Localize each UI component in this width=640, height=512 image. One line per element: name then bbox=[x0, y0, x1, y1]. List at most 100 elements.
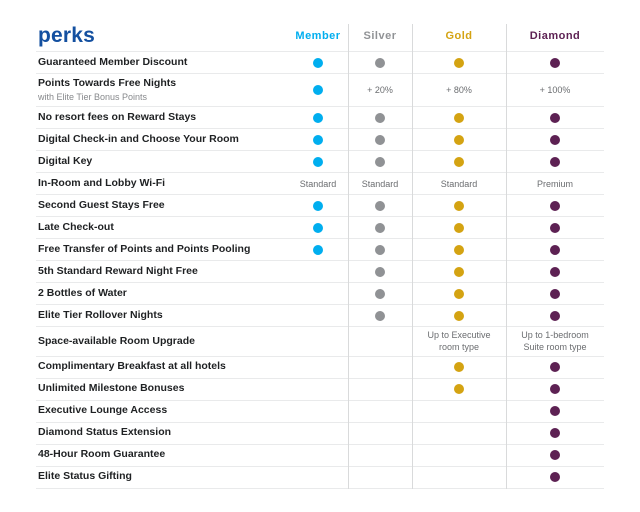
diamond-benefit-dot bbox=[550, 384, 560, 395]
member-benefit-dot bbox=[313, 112, 323, 123]
diamond-cell bbox=[506, 195, 604, 216]
silver-benefit-dot bbox=[375, 57, 385, 68]
perk-label-cell: Guaranteed Member Discount bbox=[36, 52, 288, 73]
gold-benefit-dot bbox=[454, 384, 464, 395]
perk-label-cell: In-Room and Lobby Wi-Fi bbox=[36, 173, 288, 194]
perk-label: 5th Standard Reward Night Free bbox=[38, 265, 198, 277]
perk-label-cell: Elite Status Gifting bbox=[36, 467, 288, 488]
column-divider bbox=[506, 24, 507, 489]
member-cell bbox=[288, 239, 348, 260]
table-row: 5th Standard Reward Night Free bbox=[36, 261, 604, 284]
perk-label-cell: Unlimited Milestone Bonuses bbox=[36, 379, 288, 400]
gold-cell bbox=[412, 283, 506, 304]
benefit-value-text: Standard bbox=[299, 178, 337, 189]
gold-cell bbox=[412, 129, 506, 150]
perk-label: Guaranteed Member Discount bbox=[38, 55, 188, 68]
diamond-cell bbox=[506, 423, 604, 444]
benefit-value-text: + 20% bbox=[367, 85, 393, 96]
diamond-cell bbox=[506, 379, 604, 400]
table-row: Complimentary Breakfast at all hotels bbox=[36, 357, 604, 379]
member-cell bbox=[288, 52, 348, 73]
table-row: Elite Status Gifting bbox=[36, 467, 604, 489]
member-benefit-dot bbox=[313, 85, 323, 96]
table-row: Diamond Status Extension bbox=[36, 423, 604, 445]
table-row: Second Guest Stays Free bbox=[36, 195, 604, 218]
perk-label-cell: 5th Standard Reward Night Free bbox=[36, 261, 288, 282]
title-cell: perks bbox=[36, 20, 288, 51]
perk-label-cell: Space-available Room Upgrade bbox=[36, 327, 288, 355]
silver-cell bbox=[348, 239, 412, 260]
silver-benefit-dot bbox=[375, 134, 385, 145]
member-cell: Standard bbox=[288, 173, 348, 194]
perk-label: Unlimited Milestone Bonuses bbox=[38, 382, 185, 395]
perk-label: Elite Status Gifting bbox=[38, 470, 132, 483]
column-divider bbox=[348, 24, 349, 489]
perk-label: 48-Hour Room Guarantee bbox=[38, 448, 166, 461]
silver-cell bbox=[348, 467, 412, 488]
gold-cell bbox=[412, 217, 506, 238]
diamond-benefit-dot bbox=[550, 57, 560, 68]
diamond-cell bbox=[506, 151, 604, 172]
diamond-benefit-dot bbox=[550, 156, 560, 167]
diamond-cell bbox=[506, 305, 604, 326]
benefit-value-text: Standard bbox=[440, 178, 478, 189]
table-row: Guaranteed Member Discount bbox=[36, 52, 604, 74]
diamond-benefit-dot bbox=[550, 362, 560, 373]
silver-benefit-dot bbox=[375, 112, 385, 123]
silver-cell: + 20% bbox=[348, 74, 412, 106]
diamond-benefit-dot bbox=[550, 134, 560, 145]
gold-cell bbox=[412, 423, 506, 444]
member-benefit-dot bbox=[313, 222, 323, 233]
diamond-cell bbox=[506, 357, 604, 378]
member-cell bbox=[288, 151, 348, 172]
diamond-benefit-dot bbox=[550, 450, 560, 461]
silver-benefit-dot bbox=[375, 244, 385, 255]
perk-label-cell: Elite Tier Rollover Nights bbox=[36, 305, 288, 326]
member-cell bbox=[288, 423, 348, 444]
member-cell bbox=[288, 467, 348, 488]
perk-label: No resort fees on Reward Stays bbox=[38, 111, 197, 123]
diamond-benefit-dot bbox=[550, 428, 560, 439]
gold-cell bbox=[412, 379, 506, 400]
perk-label-cell: Digital Key bbox=[36, 151, 288, 172]
gold-cell bbox=[412, 52, 506, 73]
perk-label-cell: 2 Bottles of Water bbox=[36, 283, 288, 304]
table-row: Digital Check-in and Choose Your Room bbox=[36, 129, 604, 152]
perk-label-cell: 48-Hour Room Guarantee bbox=[36, 445, 288, 466]
member-benefit-dot bbox=[313, 57, 323, 68]
table-row: Elite Tier Rollover Nights bbox=[36, 305, 604, 328]
silver-cell bbox=[348, 52, 412, 73]
table-row: Late Check-out bbox=[36, 217, 604, 240]
silver-cell bbox=[348, 151, 412, 172]
silver-cell bbox=[348, 195, 412, 216]
silver-cell bbox=[348, 283, 412, 304]
gold-benefit-dot bbox=[454, 362, 464, 373]
diamond-cell bbox=[506, 239, 604, 260]
member-cell bbox=[288, 261, 348, 282]
diamond-cell: Up to 1-bedroom Suite room type bbox=[506, 327, 604, 355]
column-header-diamond: Diamond bbox=[529, 29, 581, 42]
perk-label: Elite Tier Rollover Nights bbox=[38, 309, 163, 321]
gold-benefit-dot bbox=[454, 244, 464, 255]
table-row: Free Transfer of Points and Points Pooli… bbox=[36, 239, 604, 262]
member-cell bbox=[288, 217, 348, 238]
header-cell-silver: Silver bbox=[348, 20, 412, 51]
gold-cell bbox=[412, 195, 506, 216]
diamond-cell bbox=[506, 283, 604, 304]
silver-cell bbox=[348, 261, 412, 282]
diamond-cell bbox=[506, 401, 604, 422]
diamond-cell bbox=[506, 129, 604, 150]
gold-benefit-dot bbox=[454, 222, 464, 233]
diamond-benefit-dot bbox=[550, 310, 560, 321]
silver-cell bbox=[348, 357, 412, 378]
benefit-value-text: + 80% bbox=[446, 85, 472, 96]
gold-cell: + 80% bbox=[412, 74, 506, 106]
diamond-cell bbox=[506, 445, 604, 466]
table-body: Guaranteed Member Discount Points Towards… bbox=[36, 52, 604, 489]
silver-benefit-dot bbox=[375, 200, 385, 211]
diamond-benefit-dot bbox=[550, 112, 560, 123]
benefit-value-text: Up to 1-bedroom Suite room type bbox=[521, 330, 589, 353]
table-row: Points Towards Free Nights with Elite Tie… bbox=[36, 74, 604, 108]
diamond-cell: + 100% bbox=[506, 74, 604, 106]
member-cell bbox=[288, 107, 348, 128]
